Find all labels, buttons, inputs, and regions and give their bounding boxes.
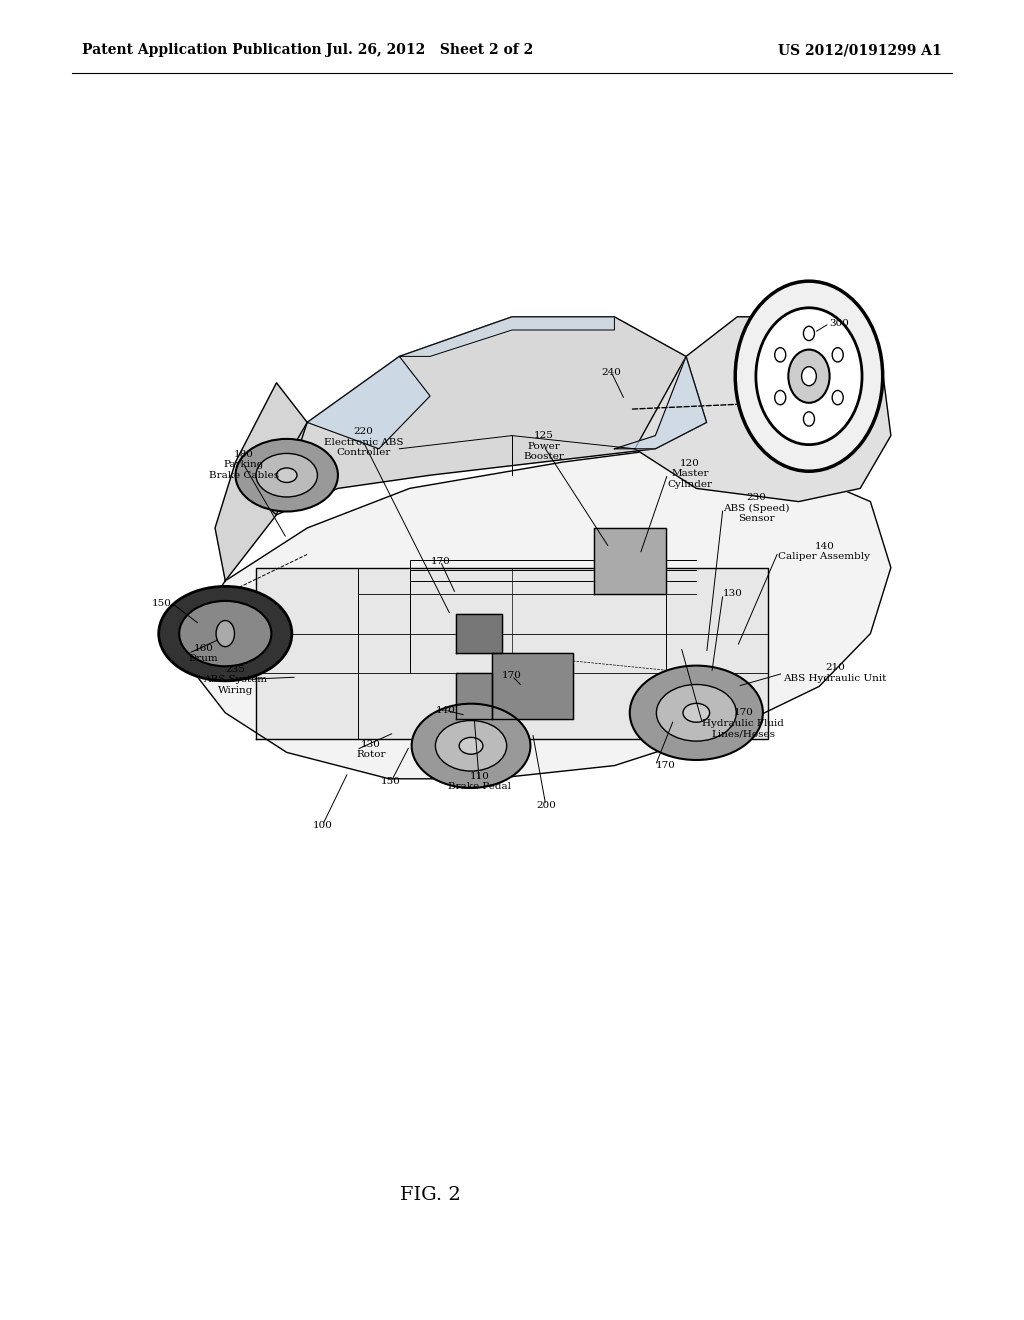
Circle shape xyxy=(775,391,785,405)
Text: 210
ABS Hydraulic Unit: 210 ABS Hydraulic Unit xyxy=(783,664,887,682)
Ellipse shape xyxy=(159,586,292,681)
Ellipse shape xyxy=(236,438,338,511)
Polygon shape xyxy=(635,317,891,502)
Polygon shape xyxy=(399,317,614,356)
Polygon shape xyxy=(456,673,492,719)
Text: FIG. 2: FIG. 2 xyxy=(399,1185,461,1204)
Polygon shape xyxy=(614,356,707,449)
Ellipse shape xyxy=(656,685,736,741)
Text: 170: 170 xyxy=(502,672,522,680)
Text: 235
ABS System
Wiring: 235 ABS System Wiring xyxy=(204,665,267,694)
Text: 200: 200 xyxy=(536,801,556,809)
Circle shape xyxy=(833,391,843,405)
Text: 100: 100 xyxy=(312,821,333,829)
Text: 170: 170 xyxy=(655,762,675,770)
Circle shape xyxy=(788,350,829,403)
Text: 240: 240 xyxy=(601,368,622,376)
Circle shape xyxy=(735,281,883,471)
Text: 300: 300 xyxy=(829,319,849,327)
Text: 160
Drum: 160 Drum xyxy=(188,644,218,663)
Text: 180
Parking
Brake Cables: 180 Parking Brake Cables xyxy=(209,450,279,479)
Text: 130
Rotor: 130 Rotor xyxy=(356,741,386,759)
Polygon shape xyxy=(215,383,307,581)
Text: 140
Caliper Assembly: 140 Caliper Assembly xyxy=(778,543,870,561)
Ellipse shape xyxy=(459,738,483,754)
Circle shape xyxy=(775,347,785,362)
Text: Patent Application Publication: Patent Application Publication xyxy=(82,44,322,57)
Ellipse shape xyxy=(412,704,530,788)
Text: 120
Master
Cylinder: 120 Master Cylinder xyxy=(668,459,713,488)
Text: 230
ABS (Speed)
Sensor: 230 ABS (Speed) Sensor xyxy=(723,494,790,523)
Circle shape xyxy=(804,326,814,341)
Text: 140: 140 xyxy=(435,706,456,714)
Text: 170: 170 xyxy=(430,557,451,565)
Polygon shape xyxy=(492,653,573,719)
Text: Jul. 26, 2012   Sheet 2 of 2: Jul. 26, 2012 Sheet 2 of 2 xyxy=(327,44,534,57)
Polygon shape xyxy=(261,317,707,515)
Polygon shape xyxy=(456,614,502,653)
Ellipse shape xyxy=(256,453,317,496)
Text: 125
Power
Booster: 125 Power Booster xyxy=(523,432,564,461)
Polygon shape xyxy=(184,449,891,779)
Text: US 2012/0191299 A1: US 2012/0191299 A1 xyxy=(778,44,942,57)
Polygon shape xyxy=(307,356,430,449)
Ellipse shape xyxy=(179,601,271,667)
Text: 170
Hydraulic Fluid
Lines/Hoses: 170 Hydraulic Fluid Lines/Hoses xyxy=(702,709,784,738)
Ellipse shape xyxy=(216,620,234,647)
Text: 150: 150 xyxy=(381,777,401,785)
Ellipse shape xyxy=(630,665,763,760)
Text: 150: 150 xyxy=(153,599,172,607)
Text: 130: 130 xyxy=(723,590,742,598)
Text: 220
Electronic ABS
Controller: 220 Electronic ABS Controller xyxy=(324,428,403,457)
Circle shape xyxy=(756,308,862,445)
Text: 110
Brake Pedal: 110 Brake Pedal xyxy=(447,772,511,791)
Ellipse shape xyxy=(435,721,507,771)
Circle shape xyxy=(804,412,814,426)
Ellipse shape xyxy=(276,467,297,482)
Ellipse shape xyxy=(683,704,710,722)
Polygon shape xyxy=(256,568,768,739)
Polygon shape xyxy=(594,528,666,594)
Circle shape xyxy=(833,347,843,362)
Circle shape xyxy=(802,367,816,385)
